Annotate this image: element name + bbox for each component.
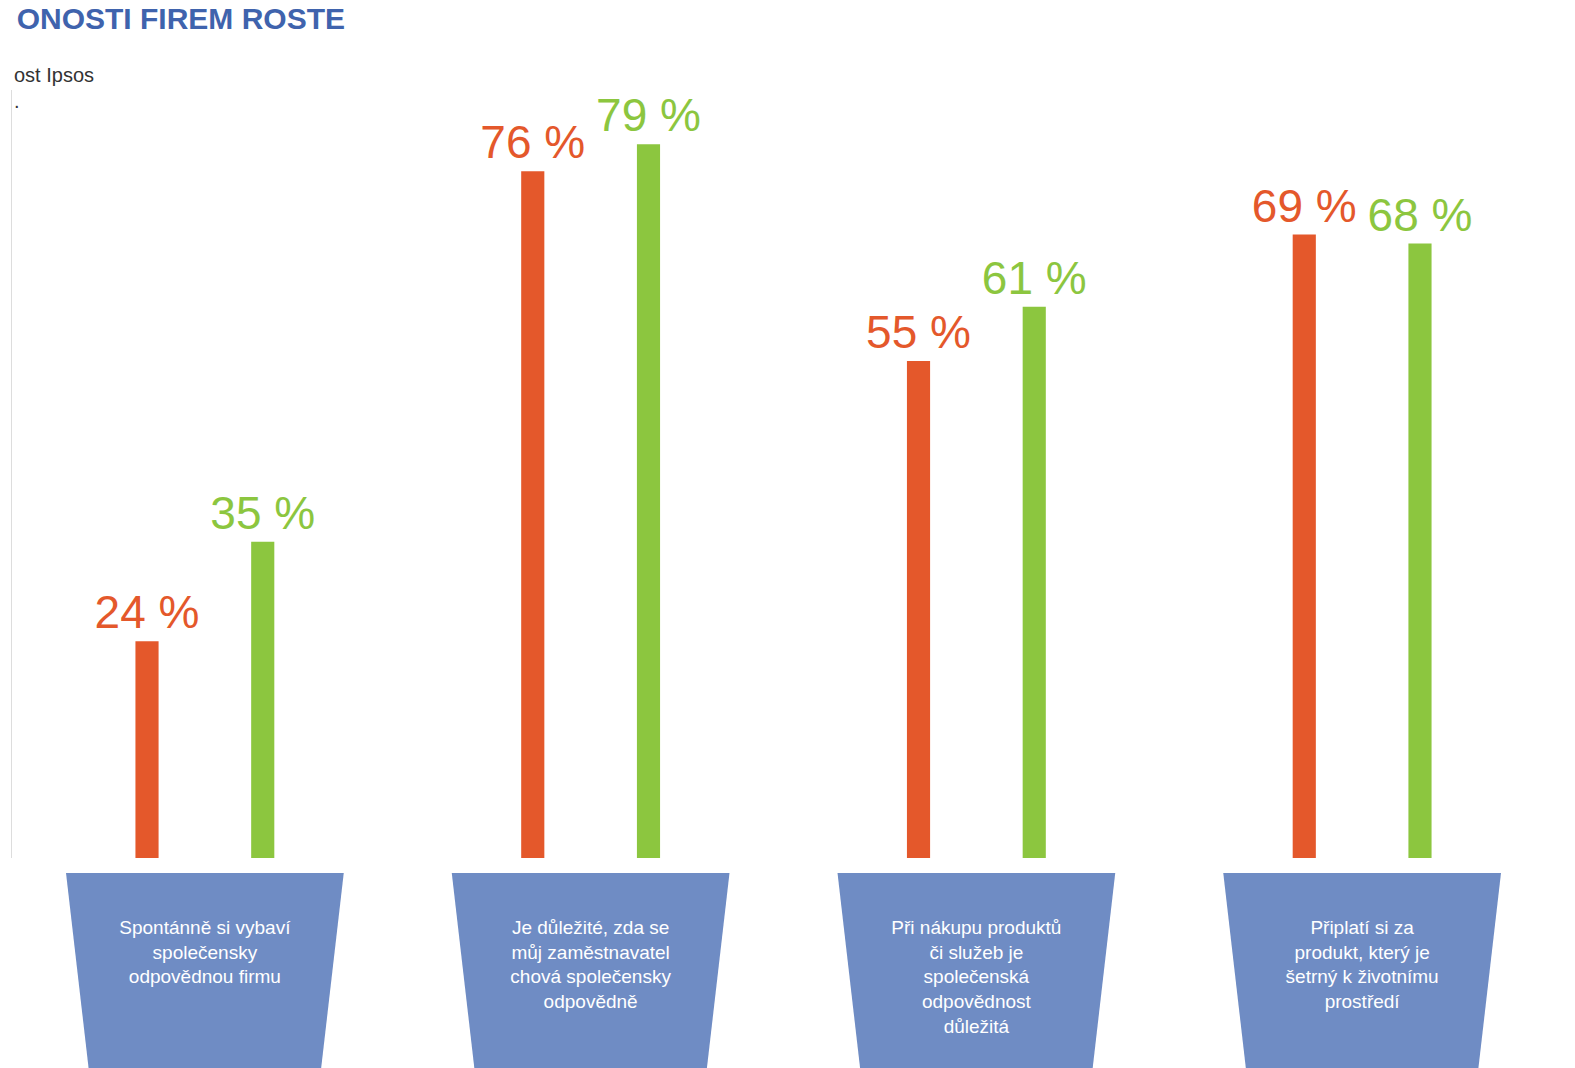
svg-text:Při nákupu produktůči služeb j: Při nákupu produktůči služeb jespolečens… [891, 917, 1061, 1037]
svg-text:Připlatí si zaprodukt, který j: Připlatí si zaprodukt, který ješetrný k … [1286, 917, 1439, 1012]
svg-text:69 %: 69 % [1252, 180, 1357, 232]
svg-text:68 %: 68 % [1368, 189, 1473, 241]
svg-text:Spontánně si vybavíspolečensky: Spontánně si vybavíspolečenskyodpovědnou… [119, 917, 291, 987]
svg-text:24 %: 24 % [95, 586, 200, 638]
svg-text:Je důležité, zda semůj zaměstn: Je důležité, zda semůj zaměstnavatelchov… [510, 917, 671, 1012]
svg-text:76 %: 76 % [480, 116, 585, 168]
svg-text:ONOSTI FIREM ROSTE: ONOSTI FIREM ROSTE [17, 2, 345, 35]
svg-text:61 %: 61 % [982, 252, 1087, 304]
svg-text:ost Ipsos.: ost Ipsos. [14, 64, 94, 112]
svg-text:55 %: 55 % [866, 306, 971, 358]
svg-text:35 %: 35 % [210, 487, 315, 539]
svg-text:79 %: 79 % [596, 89, 701, 141]
